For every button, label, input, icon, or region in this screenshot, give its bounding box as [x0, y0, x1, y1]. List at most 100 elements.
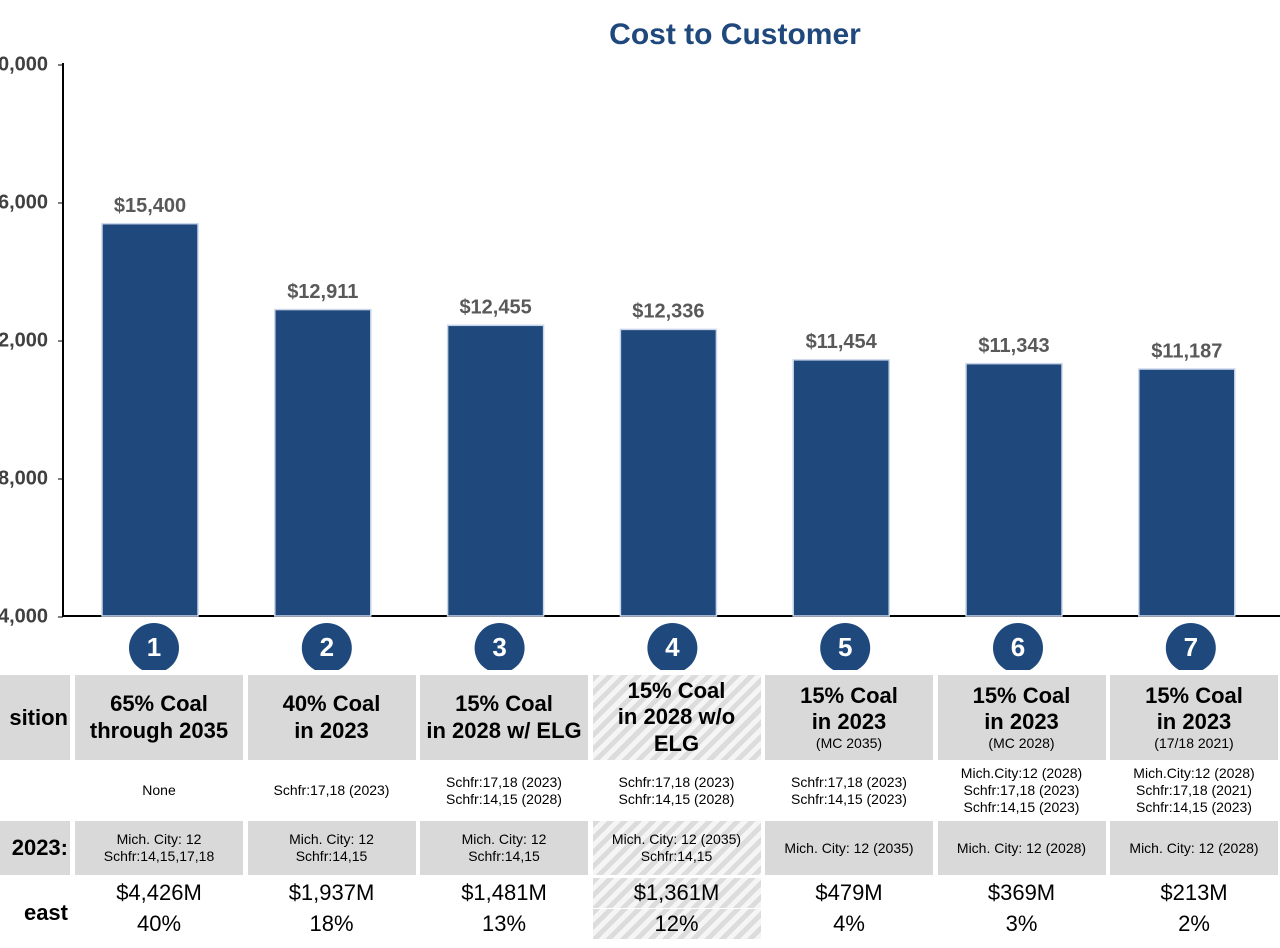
retirement-line: None: [142, 782, 176, 799]
scenario-title: in 2023: [1156, 709, 1232, 735]
cost-share: 12%: [592, 909, 761, 939]
x-tick-label: 4: [665, 632, 680, 662]
bar: [446, 324, 545, 617]
retirement-cell: Schfr:17,18 (2023) Schfr:14,15 (2028): [420, 763, 588, 818]
retirement-cell: None: [75, 763, 243, 818]
scenario-header: 40% Coal in 2023: [247, 675, 416, 760]
scenario-title: in 2028 w/o: [617, 704, 736, 730]
scenario-header: 65% Coal through 2035: [75, 675, 243, 760]
x-tick-label: 1: [147, 632, 161, 662]
scenario-subtitle: (MC 2035): [815, 735, 883, 752]
data-label: $12,455: [459, 297, 531, 319]
retirement-line: Schfr:14,15 (2023): [791, 790, 907, 807]
scenario-title: 15% Coal: [1145, 682, 1243, 708]
scenario-title: 15% Coal: [972, 682, 1071, 708]
scenario-header: 15% Coal in 2023 (MC 2035): [765, 675, 933, 760]
y-tick-label: $20,000: [0, 53, 48, 75]
bar: [101, 222, 199, 617]
y-tick-label: $12,000: [0, 329, 48, 351]
retirement-cell: Mich.City:12 (2028) Schfr:17,18 (2021) Sch…: [1110, 763, 1278, 818]
bar: [274, 308, 372, 617]
scenario-header: 15% Coal in 2023 (MC 2028): [937, 675, 1106, 760]
scenario-subtitle: (MC 2028): [988, 735, 1055, 752]
y-tick-label: $4,000: [0, 605, 48, 627]
scenario-badge: [474, 623, 525, 670]
scenario-title: 65% Coal: [110, 691, 208, 717]
x-tick-label: 5: [838, 632, 852, 662]
remaining-cell: Mich. City: 12 Schfr:14,15,17,18: [75, 821, 243, 875]
remaining-cell: Mich. City: 12 (2028): [1110, 821, 1278, 875]
remaining-line: Mich. City: 12 (2035): [611, 831, 742, 848]
retirement-cell: Schfr:17,18 (2023): [248, 763, 416, 818]
remaining-line: Mich. City: 12 (2035): [784, 839, 914, 856]
remaining-line: Mich. City: 12: [289, 831, 374, 848]
scenario-badge: [647, 623, 698, 670]
cost-share: 4%: [833, 910, 865, 936]
scenario-header: 15% Coal in 2028 w/o ELG: [592, 675, 761, 760]
cost-value: $479M: [815, 879, 883, 905]
cost-value: $213M: [1160, 879, 1228, 905]
bar: [1138, 368, 1236, 617]
retirement-cell: Mich.City:12 (2028) Schfr:17,18 (2023) Sch…: [938, 763, 1106, 818]
remaining-line: Schfr:14,15: [295, 848, 368, 864]
row-header: 2023:: [0, 821, 70, 875]
retirement-line: Schfr:14,15 (2028): [446, 790, 562, 807]
remaining-cell: Mich. City: 12 (2035): [765, 821, 933, 875]
cost-share: 18%: [309, 910, 354, 936]
retirement-line: Schfr:17,18 (2021): [1136, 782, 1252, 799]
scenario-title: through 2035: [89, 717, 229, 743]
remaining-line: Schfr:14,15: [468, 848, 540, 864]
scenario-title: in 2023: [984, 709, 1059, 735]
remaining-line: Mich. City: 12: [461, 831, 547, 848]
data-label: $15,400: [114, 195, 186, 217]
cost-share: 3%: [1005, 910, 1038, 936]
row-header: sition: [0, 675, 70, 760]
cost-value: $369M: [987, 879, 1056, 905]
cost-value: $1,481M: [461, 879, 547, 905]
retirement-cell: Schfr:17,18 (2023) Schfr:14,15 (2023): [765, 763, 933, 818]
scenario-badge: [1165, 623, 1216, 670]
remaining-line: Schfr:14,15: [640, 848, 713, 864]
y-tick-label: $8,000: [0, 467, 48, 489]
scenario-title: 15% Coal: [800, 682, 898, 708]
scenario-title: 15% Coal: [455, 691, 553, 717]
scenario-title: 15% Coal: [627, 677, 726, 703]
x-tick-label: 2: [320, 632, 334, 662]
retirement-line: Schfr:17,18 (2023): [963, 782, 1080, 799]
retirement-line: Schfr:14,15 (2023): [1136, 798, 1252, 815]
bar: [619, 328, 718, 617]
retirement-line: Schfr:14,15 (2023): [963, 798, 1080, 815]
cost-value: $4,426M: [116, 879, 202, 905]
chart-title: Cost to Customer: [609, 18, 861, 51]
scenario-badge: [301, 623, 352, 670]
remaining-line: Mich. City: 12: [116, 831, 202, 848]
remaining-line: Mich. City: 12 (2028): [1129, 839, 1259, 856]
data-label: $11,454: [806, 331, 878, 353]
remaining-cell: Mich. City: 12 (2035) Schfr:14,15: [592, 821, 761, 875]
scenario-badge: [993, 623, 1043, 670]
remaining-cell: Mich. City: 12 (2028): [937, 821, 1106, 875]
data-label: $11,187: [1151, 340, 1222, 362]
data-label: $12,336: [632, 301, 704, 323]
cost-share: 2%: [1178, 910, 1210, 936]
retirement-line: Mich.City:12 (2028): [960, 765, 1083, 782]
scenario-badge: [820, 623, 871, 670]
remaining-line: Schfr:14,15,17,18: [103, 848, 215, 864]
x-tick-label: 7: [1184, 632, 1198, 662]
data-label: $12,911: [287, 281, 358, 303]
row-header: east: [23, 900, 68, 925]
retirement-line: Schfr:17,18 (2023): [618, 773, 735, 790]
cost-value: $1,937M: [288, 879, 375, 905]
cost-value: $1,361M: [592, 878, 761, 908]
retirement-line: Schfr:17,18 (2023): [273, 782, 390, 799]
remaining-line: Mich. City: 12 (2028): [956, 839, 1087, 856]
scenario-header: 15% Coal in 2023 (17/18 2021): [1110, 675, 1278, 760]
retirement-cell: Schfr:17,18 (2023) Schfr:14,15 (2028): [593, 763, 761, 818]
x-tick-label: 6: [1011, 632, 1025, 662]
scenario-subtitle: (17/18 2021): [1154, 735, 1234, 752]
bar: [792, 359, 890, 617]
retirement-line: Schfr:14,15 (2028): [618, 790, 735, 807]
scenario-header: 15% Coal in 2028 w/ ELG: [420, 675, 588, 760]
remaining-cell: Mich. City: 12 Schfr:14,15: [247, 821, 416, 875]
